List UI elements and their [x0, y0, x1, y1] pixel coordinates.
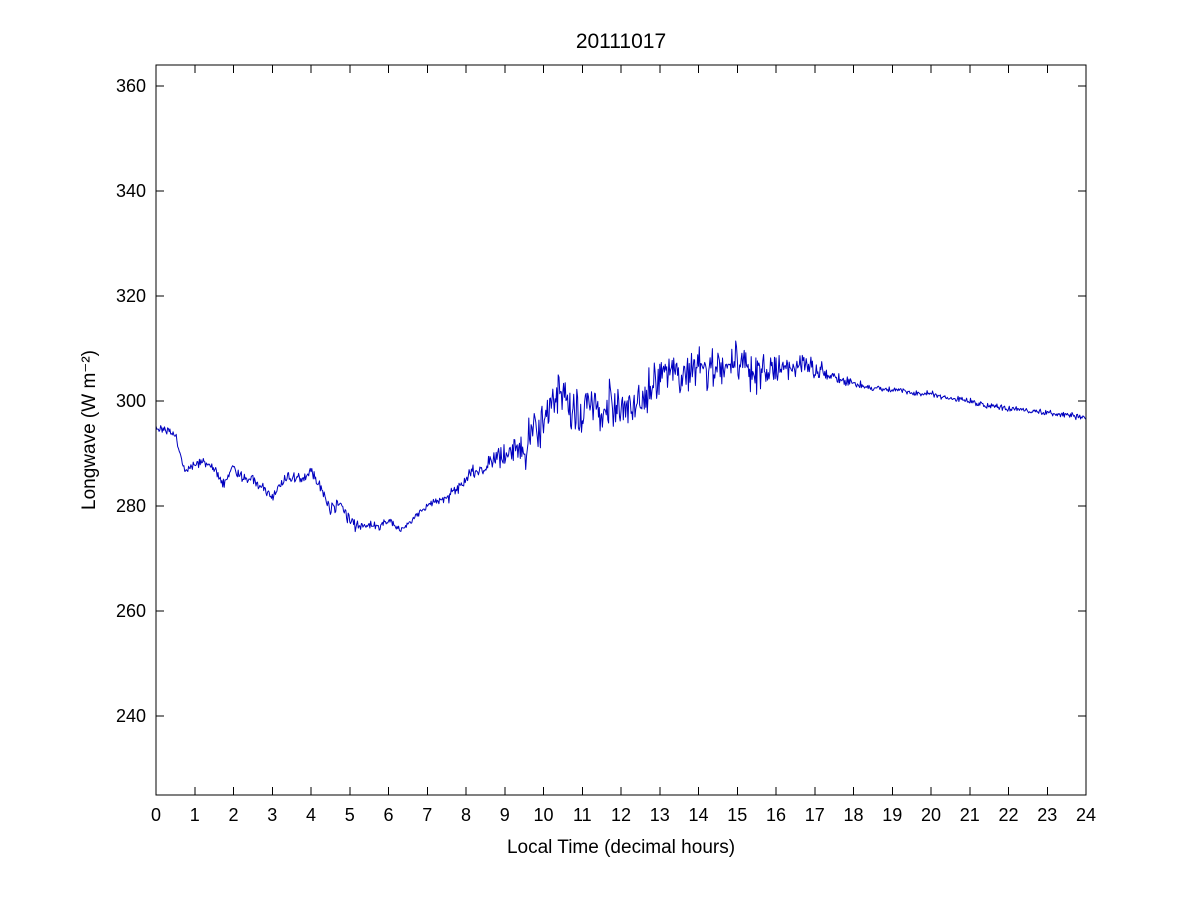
x-tick-label: 16 — [766, 805, 786, 825]
x-tick-label: 3 — [267, 805, 277, 825]
x-tick-label: 24 — [1076, 805, 1096, 825]
x-tick-label: 22 — [998, 805, 1018, 825]
y-tick-label: 240 — [116, 706, 146, 726]
x-tick-label: 14 — [688, 805, 708, 825]
x-tick-label: 9 — [500, 805, 510, 825]
x-axis-label: Local Time (decimal hours) — [507, 837, 735, 858]
x-tick-label: 0 — [151, 805, 161, 825]
x-tick-label: 15 — [727, 805, 747, 825]
x-tick-label: 17 — [805, 805, 825, 825]
x-tick-label: 1 — [190, 805, 200, 825]
x-tick-label: 6 — [383, 805, 393, 825]
data-line — [155, 340, 1087, 533]
y-tick-label: 300 — [116, 391, 146, 411]
x-tick-label: 7 — [422, 805, 432, 825]
x-tick-label: 5 — [345, 805, 355, 825]
y-tick-label: 340 — [116, 181, 146, 201]
x-tick-label: 8 — [461, 805, 471, 825]
plot-area: 0 1 2 3 4 5 6 7 8 9 10 11 12 13 14 15 16 17 18 19 20 21 22 23 24… — [116, 64, 1096, 825]
x-tick-label: 21 — [960, 805, 980, 825]
x-tick-label: 4 — [306, 805, 316, 825]
x-tick-label: 2 — [228, 805, 238, 825]
x-tick-label: 11 — [573, 805, 592, 825]
x-tick-label: 13 — [650, 805, 670, 825]
y-tick-label: 320 — [116, 286, 146, 306]
y-tick-label: 280 — [116, 496, 146, 516]
axis-ticks — [155, 65, 1087, 795]
x-tick-label: 12 — [611, 805, 631, 825]
y-axis-label: Longwave (W m⁻²) — [79, 350, 100, 510]
x-tick-label: 18 — [843, 805, 863, 825]
x-tick-label: 10 — [533, 805, 553, 825]
chart-title: 20111017 — [576, 30, 666, 53]
y-tick-label: 260 — [116, 601, 146, 621]
y-tick-label: 360 — [116, 76, 146, 96]
x-tick-label: 20 — [921, 805, 941, 825]
plot-box — [155, 64, 1087, 796]
x-tick-label: 23 — [1037, 805, 1057, 825]
x-tick-label: 19 — [882, 805, 902, 825]
